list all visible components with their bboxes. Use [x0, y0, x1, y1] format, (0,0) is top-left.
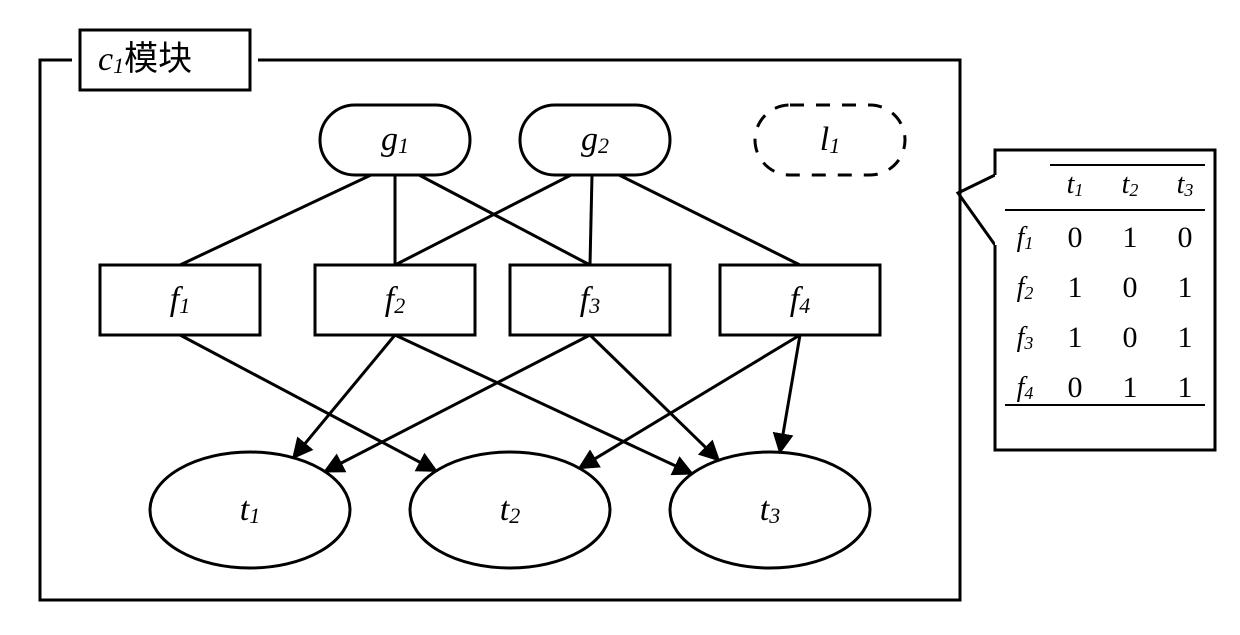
f-node-label-f2: f2 [385, 281, 405, 318]
edge-g1-f3 [419, 175, 590, 265]
g-node-label-g2: g2 [581, 121, 609, 158]
edge-f4-t3 [780, 335, 800, 452]
table-cell-f2-t1: 1 [1068, 271, 1083, 304]
table-cell-f4-t3: 1 [1178, 371, 1193, 404]
table-cell-f4-t1: 0 [1068, 371, 1083, 404]
edge-f2-t3 [395, 335, 692, 474]
table-cell-f2-t2: 0 [1123, 271, 1138, 304]
g-node-label-g1: g1 [381, 121, 409, 158]
table-cell-f4-t2: 1 [1123, 371, 1138, 404]
t-node-label-t3: t3 [760, 491, 780, 528]
edge-g2-f4 [619, 175, 800, 265]
edge-f1-t2 [180, 335, 436, 471]
table-cell-f3-t3: 1 [1178, 321, 1193, 354]
table-callout [958, 175, 995, 245]
edge-f3-t1 [325, 335, 590, 472]
table-cell-f1-t1: 0 [1068, 221, 1083, 254]
table-cell-f1-t3: 0 [1178, 221, 1193, 254]
edge-f3-t3 [590, 335, 719, 460]
edge-g2-f2 [395, 175, 571, 265]
table-cell-f3-t2: 0 [1123, 321, 1138, 354]
edge-g2-f3 [590, 175, 592, 265]
t-node-label-t1: t1 [240, 491, 260, 528]
f-node-label-f3: f3 [580, 281, 600, 318]
table-cell-f2-t3: 1 [1178, 271, 1193, 304]
g-node-label-l1: l1 [820, 121, 840, 158]
edge-g1-f1 [180, 175, 371, 265]
f-node-label-f1: f1 [170, 281, 190, 318]
module-title: c1模块 [98, 40, 192, 78]
t-node-label-t2: t2 [500, 491, 520, 528]
f-node-label-f4: f4 [790, 281, 810, 318]
table-cell-f1-t2: 1 [1123, 221, 1138, 254]
diagram-canvas: c1模块g1g2l1f1f2f3f4t1t2t3t1t2t3f1010f2101… [0, 0, 1240, 630]
table-cell-f3-t1: 1 [1068, 321, 1083, 354]
